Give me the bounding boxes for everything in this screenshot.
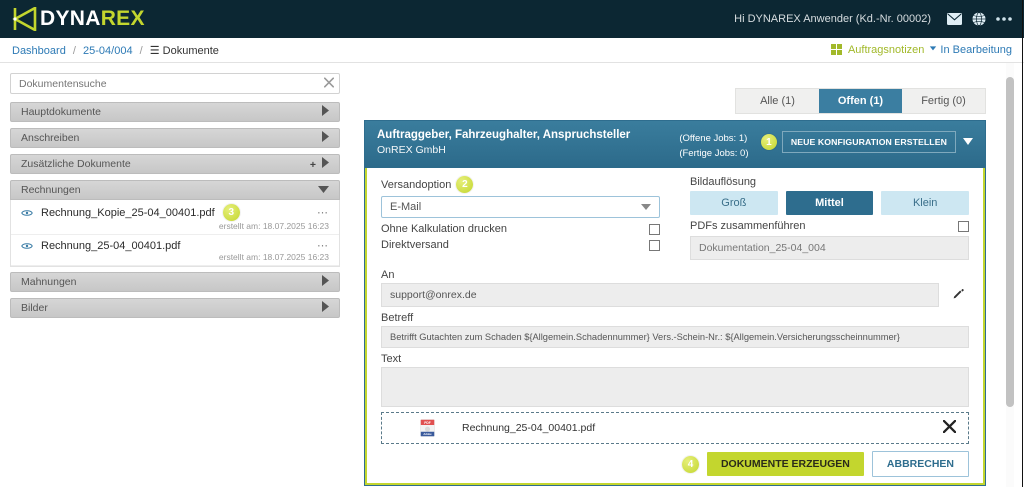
svg-text:Adobe: Adobe xyxy=(423,432,432,436)
svg-text:PDF: PDF xyxy=(424,421,430,425)
